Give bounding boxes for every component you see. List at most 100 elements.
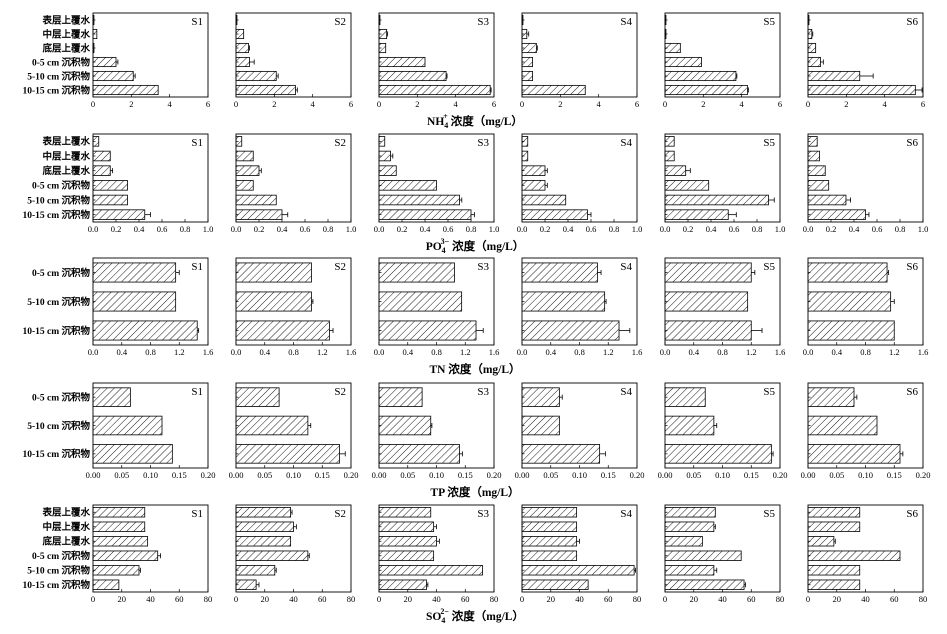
x-tick-label: 0.6 <box>300 224 311 234</box>
x-tick-label: 1.6 <box>632 347 643 357</box>
panel-S4: 0.00 0.05 0.10 0.15 0.20 S4 <box>515 382 645 480</box>
x-tick-label: 80 <box>347 594 356 604</box>
x-tick-label: 60 <box>461 594 470 604</box>
bar <box>378 165 397 176</box>
x-tick-label: 0.6 <box>729 224 740 234</box>
x-tick-label: 1.2 <box>174 347 185 357</box>
x-tick-label: 0 <box>520 99 524 109</box>
bar <box>807 180 830 191</box>
x-tick-label: 0.6 <box>586 224 597 234</box>
x-tick-label: 0.6 <box>157 224 168 234</box>
bar <box>807 70 861 82</box>
bar <box>664 521 715 532</box>
category-label: 10-15 cm 沉积物 <box>22 84 90 96</box>
panel-label: S5 <box>763 137 775 149</box>
panel-label: S3 <box>477 261 489 273</box>
x-tick-label: 0.0 <box>374 347 385 357</box>
x-tick-label: 0 <box>91 594 95 604</box>
x-tick-label: 0 <box>663 99 667 109</box>
category-label: 5-10 cm 沉积物 <box>27 296 90 308</box>
x-tick-label: 0.2 <box>683 224 694 234</box>
x-tick-label: 40 <box>575 594 584 604</box>
bar <box>92 550 159 561</box>
x-tick-label: 0.4 <box>420 224 431 234</box>
bar <box>92 507 146 518</box>
x-tick-label: 0.8 <box>895 224 906 234</box>
bar <box>807 84 916 96</box>
bar <box>235 84 296 96</box>
bar <box>664 565 715 576</box>
x-tick-label: 0.4 <box>831 347 842 357</box>
bar <box>92 165 111 176</box>
bar <box>521 209 588 220</box>
category-label: 10-15 cm 沉积物 <box>22 325 90 337</box>
bar <box>92 521 146 532</box>
x-tick-label: 2 <box>129 99 133 109</box>
x-tick-label: 0.20 <box>344 470 359 480</box>
x-tick-label: 60 <box>604 594 613 604</box>
panel-S4: 0 2 4 6 S4 <box>520 12 639 109</box>
panel-S5: 0.0 0.2 0.4 0.6 0.8 1.0 S5 <box>660 133 786 234</box>
x-tick-label: 1.2 <box>889 347 900 357</box>
panel-label: S4 <box>620 261 632 273</box>
x-tick-label: 0.8 <box>717 347 728 357</box>
panel-label: S6 <box>906 386 918 398</box>
x-tick-label: 0.2 <box>111 224 122 234</box>
panel-label: S3 <box>477 137 489 149</box>
x-tick-label: 0.00 <box>372 470 387 480</box>
panel-frame <box>92 12 209 98</box>
panel-label: S6 <box>906 137 918 149</box>
panel-frame <box>92 133 209 223</box>
bar <box>664 550 742 561</box>
x-tick-label: 0.20 <box>916 470 931 480</box>
category-label: 中层上覆水 <box>42 521 90 533</box>
bar <box>521 579 589 590</box>
panel-S3: 0 20 40 60 80 S3 <box>377 504 498 604</box>
x-tick-label: 1.0 <box>775 224 786 234</box>
panel-label: S1 <box>191 508 203 520</box>
x-tick-label: 0 <box>377 99 381 109</box>
x-axis-title: PO43− 浓度（mg/L） <box>426 237 525 255</box>
panel-label: S5 <box>763 386 775 398</box>
x-tick-label: 0.0 <box>660 347 671 357</box>
panel-S4: 0.0 0.2 0.4 0.6 0.8 1.0 S4 <box>517 133 642 234</box>
x-tick-label: 1.0 <box>918 224 929 234</box>
panel-S4: 0 20 40 60 80 S4 <box>520 504 641 604</box>
x-tick-label: 4 <box>454 99 459 109</box>
category-label: 5-10 cm 沉积物 <box>27 70 90 82</box>
x-tick-label: 0.8 <box>752 224 763 234</box>
x-tick-label: 0.20 <box>630 470 645 480</box>
x-tick-label: 0.0 <box>88 224 99 234</box>
bar <box>378 291 463 312</box>
x-tick-label: 0.0 <box>231 224 242 234</box>
bar <box>92 415 163 436</box>
panel-label: S1 <box>191 261 203 273</box>
category-label: 表层上覆水 <box>41 14 90 26</box>
panel-label: S6 <box>906 261 918 273</box>
bar <box>378 507 432 518</box>
bar <box>521 521 578 532</box>
x-tick-label: 0.4 <box>706 224 717 234</box>
panel-label: S1 <box>191 386 203 398</box>
bar <box>807 536 835 547</box>
x-tick-label: 0 <box>663 594 667 604</box>
x-tick-label: 40 <box>432 594 441 604</box>
bar <box>807 262 888 283</box>
bar <box>664 209 729 220</box>
x-tick-label: 6 <box>492 99 496 109</box>
x-tick-label: 6 <box>206 99 210 109</box>
panel-S2: 0 2 4 6 S2 <box>234 12 353 109</box>
x-tick-label: 0.4 <box>563 224 574 234</box>
x-tick-label: 40 <box>718 594 727 604</box>
x-tick-label: 1.2 <box>746 347 757 357</box>
x-tick-label: 40 <box>861 594 870 604</box>
bar <box>378 262 455 283</box>
panel-label: S5 <box>763 508 775 520</box>
panel-label: S2 <box>334 508 346 520</box>
bar <box>807 444 901 464</box>
x-tick-label: 0.6 <box>872 224 883 234</box>
bar <box>378 320 477 341</box>
x-axis-title: TN 浓度（mg/L） <box>429 362 520 376</box>
category-label: 0-5 cm 沉积物 <box>32 180 91 192</box>
x-tick-label: 0.05 <box>829 470 844 480</box>
